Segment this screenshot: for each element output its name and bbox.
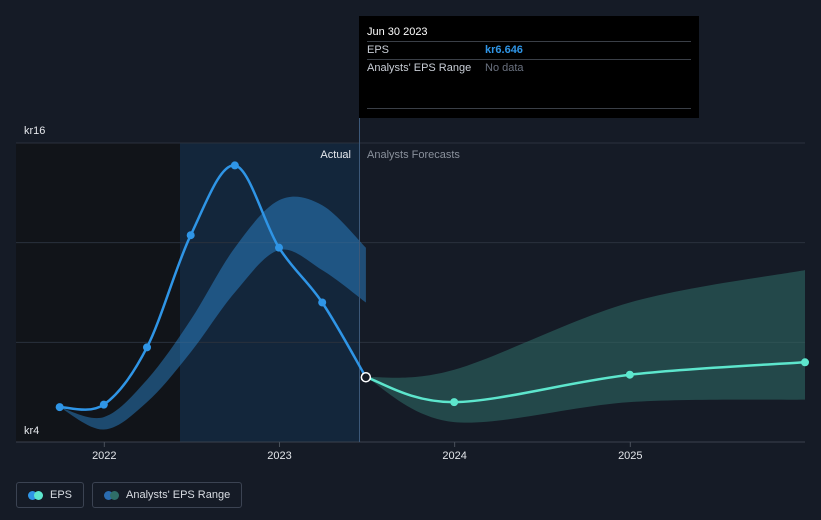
eps-point (186, 231, 195, 240)
range-bands (59, 196, 805, 430)
tooltip-range-value: No data (485, 62, 524, 74)
eps-point (143, 343, 152, 352)
tooltip-date: Jun 30 2023 (367, 26, 428, 38)
series-points (55, 161, 809, 412)
tooltip: Jun 30 2023 EPS kr6.646 Analysts' EPS Ra… (359, 16, 699, 118)
highlighted-point (360, 371, 372, 383)
legend-range-swatch (104, 490, 120, 500)
x-axis: 2022 2023 2024 2025 (92, 442, 643, 462)
tooltip-eps-value: kr6.646 (485, 44, 523, 56)
eps-forecast-point (801, 358, 809, 367)
actual-range-band (59, 196, 366, 430)
legend: EPS Analysts' EPS Range (16, 482, 243, 508)
x-tick-label: 2025 (618, 450, 642, 462)
forecast-range-band (365, 270, 805, 423)
x-tick-label: 2023 (267, 450, 291, 462)
eps-point (99, 400, 108, 409)
past-shaded-region (16, 143, 180, 442)
legend-eps-dot-forecast (34, 490, 43, 500)
legend-eps-range[interactable]: Analysts' EPS Range (92, 482, 243, 508)
eps-forecast-line (364, 361, 807, 404)
eps-point (275, 243, 283, 252)
series-lines (58, 164, 807, 411)
eps-forecast-point (450, 398, 459, 407)
highlight-region (180, 143, 359, 442)
y-tick-label: kr16 (24, 125, 45, 137)
eps-forecast-point (625, 370, 634, 379)
legend-eps-swatch (28, 490, 43, 500)
eps-point (318, 298, 327, 307)
tooltip-eps-label: EPS (367, 44, 390, 56)
legend-range-dot-forecast (110, 490, 120, 500)
legend-eps-dot-actual (28, 490, 37, 500)
tooltip-range-label: Analysts' EPS Range (367, 62, 472, 74)
tooltip-row-eps: EPS kr6.646 (367, 41, 691, 59)
forecast-label: Analysts Forecasts (367, 149, 460, 161)
x-tick-label: 2022 (92, 450, 116, 462)
actual-label: Actual (320, 149, 351, 161)
legend-range-dot-actual (104, 490, 114, 500)
eps-point (230, 161, 239, 170)
x-tick-label: 2024 (442, 450, 466, 462)
tooltip-row-range: Analysts' EPS Range No data (367, 59, 691, 77)
legend-eps[interactable]: EPS (16, 482, 85, 508)
legend-eps-label: EPS (50, 489, 73, 501)
eps-point (55, 403, 64, 412)
tooltip-footer-divider (367, 108, 691, 109)
y-axis: kr16 kr4 (24, 125, 45, 437)
legend-range-label: Analysts' EPS Range (126, 489, 231, 501)
eps-line (58, 164, 368, 411)
y-tick-label: kr4 (24, 425, 39, 437)
